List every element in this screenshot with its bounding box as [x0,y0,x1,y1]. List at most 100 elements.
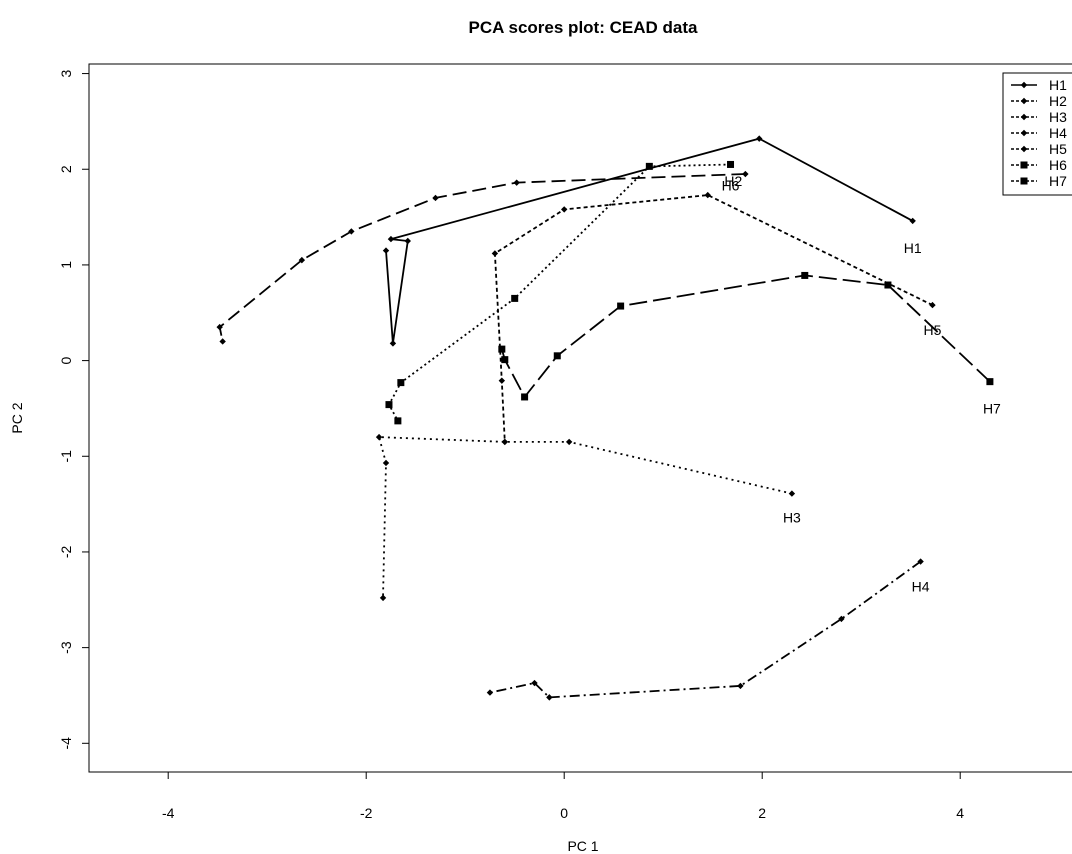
point [501,356,509,364]
point [1020,97,1028,105]
point [704,191,711,199]
legend-item: H1 [1011,77,1067,93]
point [1020,81,1028,89]
point [491,250,499,257]
legend-item: H5 [1011,141,1067,157]
x-tick-label: 2 [758,805,766,821]
point [394,417,402,425]
series-end-label: H4 [912,579,930,595]
plot-area-frame [88,63,1072,773]
point [1020,129,1028,137]
point [756,135,763,142]
legend-item: H6 [1011,157,1067,173]
y-tick-label: -4 [58,737,74,750]
y-tick-label: 0 [58,356,74,364]
series-line [489,560,922,699]
series-line [385,137,914,344]
point [617,302,625,310]
y-tick-label: -3 [58,641,74,654]
point [917,558,924,565]
legend-label: H6 [1049,157,1067,173]
point [498,345,506,353]
point [521,393,529,401]
legend-label: H2 [1049,93,1067,109]
legend-item: H3 [1011,109,1067,125]
series-h1: H1 [382,135,922,347]
legend-item: H4 [1011,125,1067,141]
point [531,679,538,687]
point [219,338,226,345]
point [929,301,936,309]
point [737,682,744,690]
series-layer: H1 H2 H3 H4 H5 H6 H7 [216,135,1001,701]
point [561,206,568,213]
point [486,689,494,696]
series-line [377,436,793,598]
series-end-label: H3 [783,510,801,526]
legend-label: H7 [1049,173,1067,189]
point [645,162,653,170]
series-line [500,274,991,399]
series-h4: H4 [486,558,930,701]
y-tick-label: 1 [58,261,74,269]
point [385,401,393,409]
y-tick-label: -1 [58,450,74,463]
series-end-label: H6 [722,177,740,193]
y-axis-label: PC 2 [9,402,25,433]
point [1020,177,1028,185]
x-tick-label: 0 [560,805,568,821]
point [884,281,892,289]
series-line [387,163,731,422]
series-line [218,173,746,342]
point [727,160,735,168]
legend-label: H4 [1049,125,1067,141]
point [511,294,519,302]
axes: -4 -2 0 2 4 -4 -3 -2 -1 0 1 2 3 [58,69,964,821]
point [298,256,306,264]
x-tick-label: 4 [956,805,964,821]
point [498,377,506,384]
point [387,235,395,243]
y-tick-label: 3 [58,69,74,77]
series-end-label: H5 [924,322,942,338]
point [379,594,387,602]
legend-item: H2 [1011,93,1067,109]
series-h2: H2 [216,170,749,345]
series-end-label: H7 [983,401,1001,417]
point [404,237,411,245]
point [216,323,223,331]
legend-item: H7 [1011,173,1067,189]
point [389,340,397,347]
point [909,217,916,225]
legend-label: H5 [1049,141,1067,157]
legend-label: H1 [1049,77,1067,93]
point [382,459,390,467]
series-end-label: H2 [724,173,742,189]
point [838,615,845,623]
point [565,438,573,446]
point [382,247,390,254]
point [788,490,796,497]
x-axis-label: PC 1 [567,838,598,854]
y-tick-label: 2 [58,165,74,173]
point [553,352,561,360]
point [1020,161,1028,169]
point [1020,145,1028,153]
series-line [493,194,933,442]
series-h6: H6 [385,160,740,425]
series-h5: H5 [491,191,942,446]
y-tick-label: -2 [58,546,74,559]
point [742,170,749,178]
series-end-label: H1 [904,240,922,256]
series-h7: H7 [498,271,1001,417]
legend-box [1002,72,1072,196]
point [1020,113,1028,121]
point [501,438,508,446]
point [375,433,383,441]
series-h3: H3 [375,433,801,602]
chart-title: PCA scores plot: CEAD data [469,18,698,37]
point [546,694,553,701]
point [801,271,809,279]
